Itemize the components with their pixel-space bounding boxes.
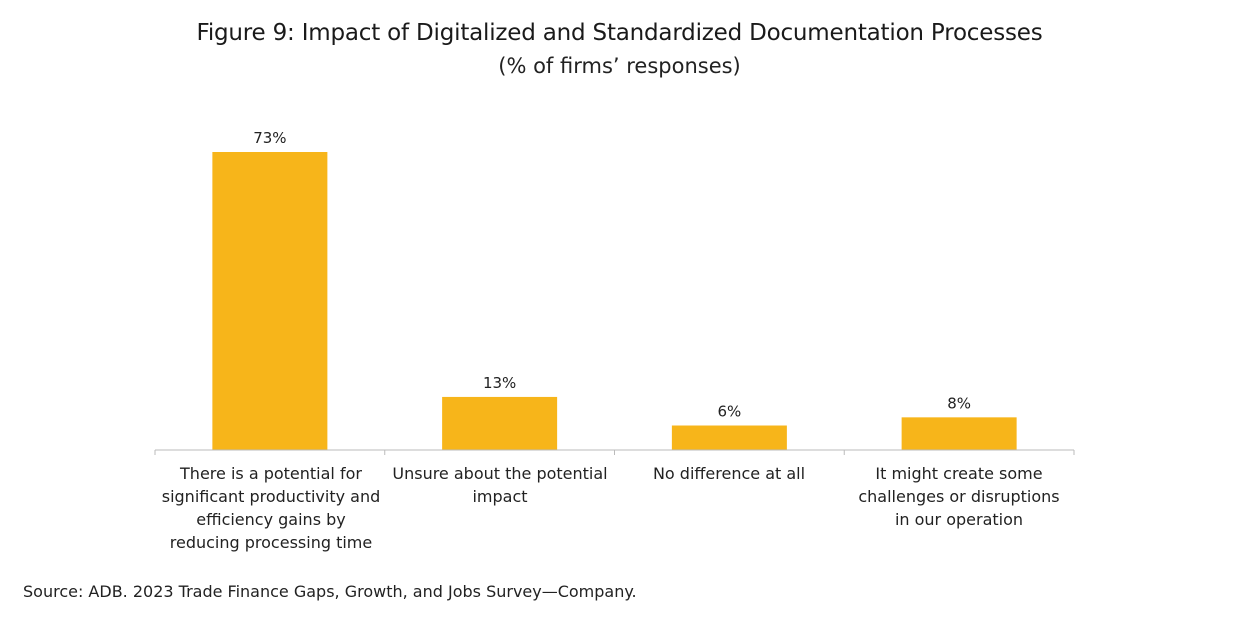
bar-2: [442, 396, 558, 450]
category-label-3: No difference at all: [652, 464, 806, 483]
category-label-4: It might create some challenges or disru…: [858, 464, 1060, 529]
value-label-1: 73%: [253, 129, 286, 147]
chart-subtitle: (% of firms’ responses): [498, 54, 741, 78]
bar-4: [901, 417, 1017, 450]
bar-1: [212, 152, 328, 450]
category-label-1: There is a potential for significant pro…: [161, 464, 381, 552]
value-label-4: 8%: [947, 394, 971, 412]
x-axis: [154, 449, 1075, 455]
source-note: Source: ADB. 2023 Trade Finance Gaps, Gr…: [23, 582, 637, 601]
chart-title: Figure 9: Impact of Digitalized and Stan…: [196, 20, 1043, 46]
value-labels-group: 73% 13% 6% 8%: [253, 129, 971, 421]
bars-group: [212, 152, 1017, 450]
bar-3: [671, 425, 787, 450]
value-label-2: 13%: [483, 374, 516, 392]
category-label-2: Unsure about the potential impact: [392, 464, 608, 506]
value-label-3: 6%: [717, 403, 741, 421]
